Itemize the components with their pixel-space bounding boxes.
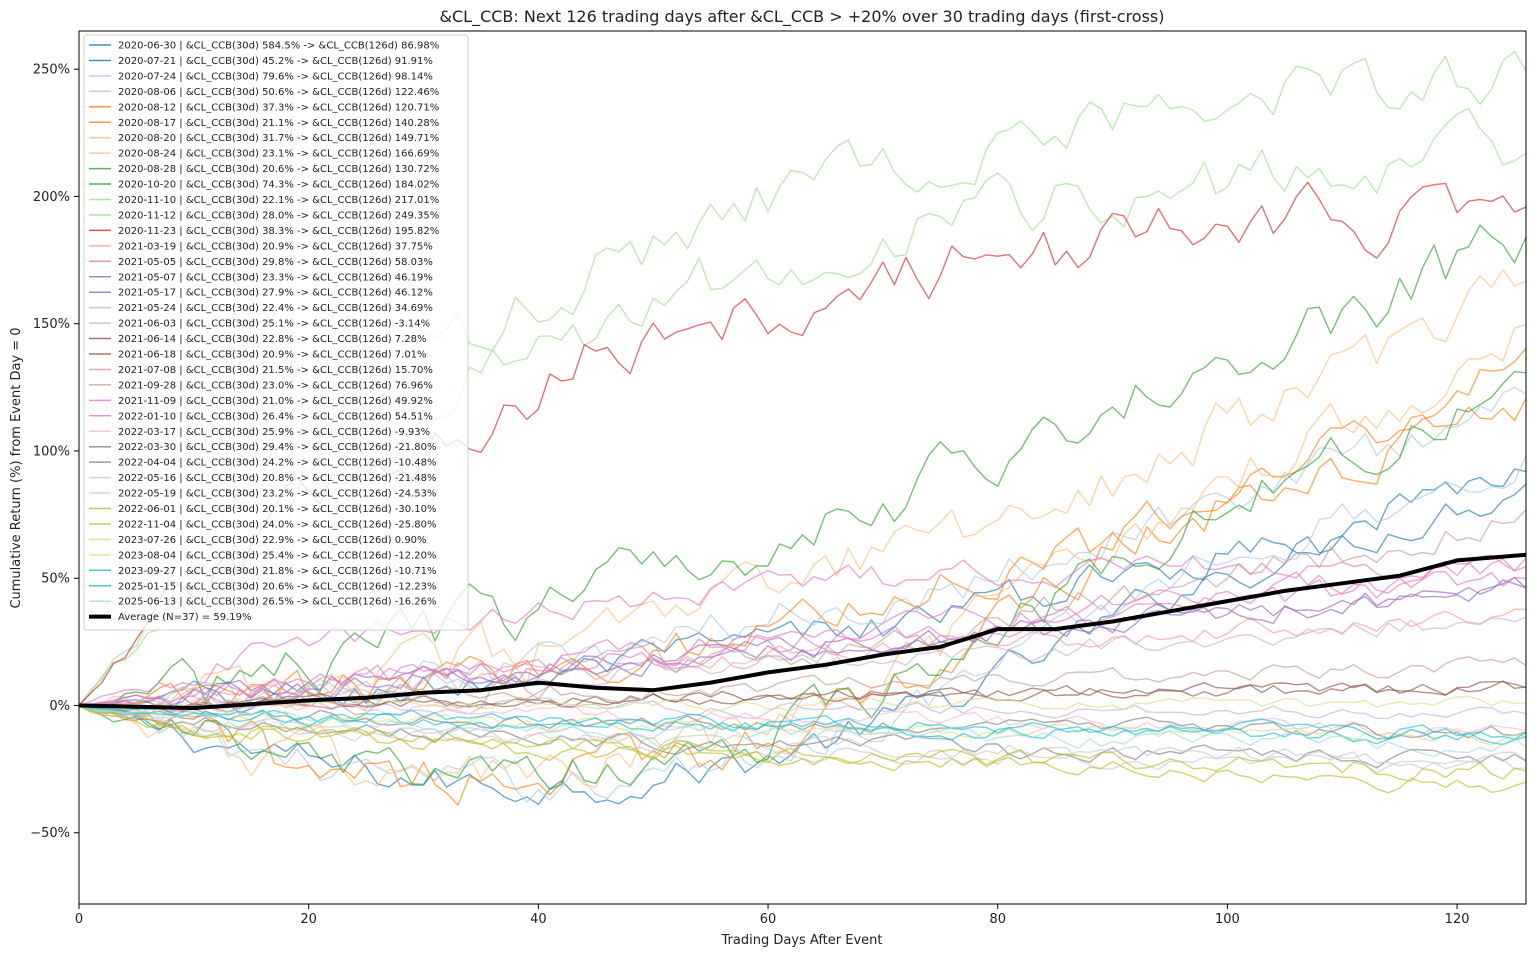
legend-label: 2021-05-07 | &CL_CCB(30d) 23.3% -> &CL_C…	[118, 272, 433, 283]
legend-label: 2020-08-06 | &CL_CCB(30d) 50.6% -> &CL_C…	[118, 87, 439, 98]
series-line	[78, 616, 1527, 707]
legend-label: 2023-07-26 | &CL_CCB(30d) 22.9% -> &CL_C…	[118, 535, 427, 546]
legend-label: 2025-06-13 | &CL_CCB(30d) 26.5% -> &CL_C…	[118, 597, 437, 608]
legend-label: 2020-07-24 | &CL_CCB(30d) 79.6% -> &CL_C…	[118, 71, 433, 82]
legend-label: 2021-07-08 | &CL_CCB(30d) 21.5% -> &CL_C…	[118, 365, 433, 376]
x-axis: 0 20 40 60 80 100 120	[75, 904, 1470, 927]
legend-label: 2020-08-12 | &CL_CCB(30d) 37.3% -> &CL_C…	[118, 102, 439, 113]
legend-label: 2021-05-17 | &CL_CCB(30d) 27.9% -> &CL_C…	[118, 288, 433, 299]
legend-label: 2022-05-16 | &CL_CCB(30d) 20.8% -> &CL_C…	[118, 473, 437, 484]
series-line	[78, 704, 1527, 746]
y-tick-label: −50%	[30, 826, 70, 841]
legend-label: 2023-08-04 | &CL_CCB(30d) 25.4% -> &CL_C…	[118, 550, 437, 561]
x-tick-label: 60	[760, 912, 777, 927]
legend-label: 2023-09-27 | &CL_CCB(30d) 21.8% -> &CL_C…	[118, 566, 437, 577]
legend-label: 2022-03-30 | &CL_CCB(30d) 29.4% -> &CL_C…	[118, 442, 437, 453]
plot-area-frame	[78, 30, 1527, 905]
series-line	[78, 695, 1527, 712]
series-line	[78, 554, 1527, 707]
legend-label: Average (N=37) = 59.19%	[118, 612, 252, 623]
legend-label: 2020-06-30 | &CL_CCB(30d) 584.5% -> &CL_…	[118, 41, 439, 52]
legend-label: 2020-08-24 | &CL_CCB(30d) 23.1% -> &CL_C…	[118, 149, 439, 160]
legend-label: 2022-11-04 | &CL_CCB(30d) 24.0% -> &CL_C…	[118, 519, 437, 530]
y-tick-label: 200%	[33, 190, 70, 205]
legend-box	[83, 34, 469, 631]
legend-label: 2021-06-18 | &CL_CCB(30d) 20.9% -> &CL_C…	[118, 350, 427, 361]
x-tick-label: 20	[300, 912, 317, 927]
y-tick-label: 100%	[33, 444, 70, 459]
legend-label: 2021-06-14 | &CL_CCB(30d) 22.8% -> &CL_C…	[118, 334, 427, 345]
legend-label: 2020-10-20 | &CL_CCB(30d) 74.3% -> &CL_C…	[118, 180, 439, 191]
legend-label: 2021-11-09 | &CL_CCB(30d) 21.0% -> &CL_C…	[118, 396, 433, 407]
series-line	[78, 397, 1527, 712]
average-layer	[78, 552, 1527, 710]
series-line	[78, 224, 1527, 707]
series-line	[78, 579, 1527, 713]
x-axis-label: Trading Days After Event	[721, 933, 883, 948]
x-tick-label: 100	[1215, 912, 1240, 927]
x-tick-label: 80	[989, 912, 1006, 927]
series-line	[78, 702, 1527, 736]
series-line	[78, 704, 1527, 758]
x-tick-label: 0	[75, 912, 83, 927]
series-line	[78, 704, 1527, 782]
x-tick-label: 40	[530, 912, 547, 927]
y-axis-label: Cumulative Return (%) from Event Day = 0	[9, 327, 24, 608]
legend-label: 2025-01-15 | &CL_CCB(30d) 20.6% -> &CL_C…	[118, 581, 437, 592]
chart-title: &CL_CCB: Next 126 trading days after &CL…	[440, 7, 1165, 27]
series-line	[78, 681, 1527, 710]
series-line	[78, 386, 1527, 718]
legend-label: 2020-08-28 | &CL_CCB(30d) 20.6% -> &CL_C…	[118, 164, 439, 175]
series-line	[78, 558, 1527, 707]
legend-label: 2020-08-20 | &CL_CCB(30d) 31.7% -> &CL_C…	[118, 133, 439, 144]
legend-label: 2021-03-19 | &CL_CCB(30d) 20.9% -> &CL_C…	[118, 241, 433, 252]
y-tick-label: 250%	[33, 63, 70, 78]
legend-label: 2021-05-24 | &CL_CCB(30d) 22.4% -> &CL_C…	[118, 303, 433, 314]
legend-label: 2021-05-05 | &CL_CCB(30d) 29.8% -> &CL_C…	[118, 257, 433, 268]
legend-label: 2021-06-03 | &CL_CCB(30d) 25.1% -> &CL_C…	[118, 319, 430, 330]
series-line	[78, 704, 1527, 740]
series-line	[78, 576, 1527, 707]
legend-label: 2022-04-04 | &CL_CCB(30d) 24.2% -> &CL_C…	[118, 458, 437, 469]
legend-label: 2022-01-10 | &CL_CCB(30d) 26.4% -> &CL_C…	[118, 411, 433, 422]
series-line	[78, 704, 1527, 770]
legend-label: 2020-11-12 | &CL_CCB(30d) 28.0% -> &CL_C…	[118, 210, 439, 221]
y-tick-label: 150%	[33, 317, 70, 332]
average-line	[78, 552, 1527, 710]
series-line	[78, 704, 1527, 746]
legend: 2020-06-30 | &CL_CCB(30d) 584.5% -> &CL_…	[83, 34, 469, 631]
legend-label: 2020-07-21 | &CL_CCB(30d) 45.2% -> &CL_C…	[118, 56, 433, 67]
y-tick-label: 50%	[41, 572, 70, 587]
legend-label: 2020-11-23 | &CL_CCB(30d) 38.3% -> &CL_C…	[118, 226, 439, 237]
legend-label: 2022-06-01 | &CL_CCB(30d) 20.1% -> &CL_C…	[118, 504, 437, 515]
legend-label: 2021-09-28 | &CL_CCB(30d) 23.0% -> &CL_C…	[118, 380, 433, 391]
series-layer	[78, 50, 1527, 806]
x-tick-label: 120	[1445, 912, 1470, 927]
y-tick-label: 0%	[49, 699, 70, 714]
series-line	[78, 509, 1527, 717]
legend-label: 2020-08-17 | &CL_CCB(30d) 21.1% -> &CL_C…	[118, 118, 439, 129]
legend-label: 2022-03-17 | &CL_CCB(30d) 25.9% -> &CL_C…	[118, 427, 430, 438]
legend-label: 2022-05-19 | &CL_CCB(30d) 23.2% -> &CL_C…	[118, 489, 437, 500]
legend-label: 2020-11-10 | &CL_CCB(30d) 22.1% -> &CL_C…	[118, 195, 439, 206]
series-line	[78, 704, 1527, 794]
y-axis: −50% 0% 50% 100% 150% 200% 250%	[30, 63, 79, 841]
series-line	[78, 347, 1527, 806]
